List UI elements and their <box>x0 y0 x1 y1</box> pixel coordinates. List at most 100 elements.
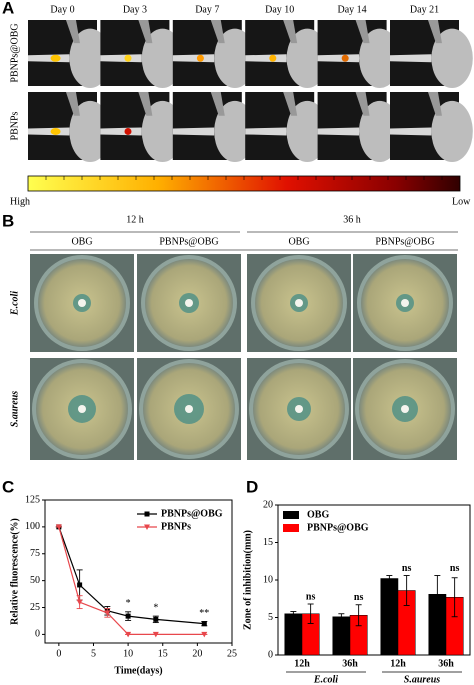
fluorescence-image <box>100 19 184 88</box>
mouse-tail <box>317 54 359 63</box>
fluorescence-spot <box>124 54 132 62</box>
fluorescence-image <box>28 92 111 163</box>
y-axis-label: Relative fluorescence(%) <box>9 518 20 625</box>
column-header: Day 14 <box>338 4 367 15</box>
fluorescence-image <box>390 19 473 88</box>
significance: ns <box>450 563 460 574</box>
mouse-tail <box>172 54 215 63</box>
y-tick-label: 15 <box>263 537 273 548</box>
mouse-tail <box>172 127 215 136</box>
x-tick-label: 0 <box>56 648 61 659</box>
significance: ns <box>306 591 316 602</box>
y-tick-label: 75 <box>30 548 40 559</box>
column-header: PBNPs@OBG <box>159 236 218 247</box>
fluorescence-spot <box>196 54 204 62</box>
significance: * <box>126 598 131 609</box>
fluorescence-image <box>172 92 256 163</box>
panel-label: A <box>2 0 14 17</box>
mouse-paw <box>65 92 80 116</box>
series-line <box>58 526 205 625</box>
fluorescence-image <box>28 19 111 88</box>
fluorescence-image <box>317 19 401 88</box>
mouse-paw <box>427 92 442 116</box>
petri-dish-photo <box>137 254 241 352</box>
marker <box>104 610 111 616</box>
petri-dish-photo <box>353 254 457 352</box>
y-tick-label: 25 <box>30 602 40 613</box>
fluorescence-image <box>245 92 328 163</box>
x-tick-label: 36h <box>438 658 454 669</box>
panel-label: D <box>246 477 258 496</box>
disc <box>401 405 409 413</box>
scale-high: High <box>10 196 30 207</box>
row-label: E.coli <box>9 291 20 316</box>
mouse-tail <box>100 54 142 63</box>
mouse-paw <box>138 92 153 116</box>
x-tick-label: 15 <box>158 648 168 659</box>
y-tick-label: 20 <box>263 499 273 510</box>
mouse-body <box>431 28 473 88</box>
fluorescence-spot <box>269 54 277 62</box>
column-header: Day 10 <box>265 4 294 15</box>
time-header: 12 h <box>126 214 144 225</box>
fluorescence-spot <box>50 54 61 62</box>
mouse-paw <box>355 92 370 116</box>
column-header: Day 3 <box>123 4 147 15</box>
mouse-tail <box>245 54 287 63</box>
mouse-paw <box>65 19 80 44</box>
marker <box>144 511 150 517</box>
fluorescence-image <box>100 92 184 163</box>
marker <box>152 631 159 638</box>
fluorescence-spot <box>341 54 349 62</box>
fluorescence-spot <box>50 127 61 135</box>
mouse-tail <box>100 127 142 136</box>
fluorescence-image <box>390 92 473 163</box>
mouse-tail <box>245 127 287 136</box>
marker <box>201 631 208 638</box>
column-header: Day 7 <box>195 4 219 15</box>
mouse-paw <box>210 19 225 44</box>
legend-swatch <box>283 524 299 532</box>
disc <box>295 405 303 413</box>
petri-dish-photo <box>247 358 351 460</box>
petri-dish-photo <box>247 254 351 352</box>
x-tick-label: 36h <box>342 658 358 669</box>
y-tick-label: 5 <box>268 612 273 623</box>
y-tick-label: 100 <box>25 521 40 532</box>
marker <box>201 621 207 627</box>
group-label: E.coli <box>313 674 338 685</box>
column-header: OBG <box>71 236 92 247</box>
fluorescence-image <box>317 92 401 163</box>
y-tick-label: 125 <box>25 494 40 505</box>
column-header: Day 21 <box>410 4 439 15</box>
column-header: PBNPs@OBG <box>375 236 434 247</box>
x-tick-label: 5 <box>91 648 96 659</box>
disc <box>295 299 303 307</box>
bar <box>284 613 303 656</box>
mouse-tail <box>390 54 432 63</box>
mouse-body <box>431 100 473 163</box>
x-tick-label: 12h <box>390 658 406 669</box>
y-tick-label: 10 <box>263 574 273 585</box>
time-header: 36 h <box>343 214 361 225</box>
x-tick-label: 20 <box>192 648 202 659</box>
mouse-tail <box>390 127 432 136</box>
marker <box>76 599 83 606</box>
group-label: S.aureus <box>404 674 441 685</box>
row-label: PBNPs <box>9 111 20 140</box>
marker <box>125 613 131 619</box>
row-label: PBNPs@OBG <box>9 23 20 82</box>
significance: ** <box>199 608 209 619</box>
x-tick-label: 12h <box>294 658 310 669</box>
fluorescence-image <box>245 19 328 88</box>
legend-label: OBG <box>307 509 329 520</box>
y-axis-label: Zone of inhibition(mm) <box>242 530 253 630</box>
marker <box>55 524 62 530</box>
petri-dish-photo <box>30 358 134 460</box>
significance: ns <box>402 563 412 574</box>
scale-low: Low <box>452 196 471 207</box>
legend-label: PBNPs@OBG <box>161 508 223 519</box>
fluorescence-image <box>172 19 256 88</box>
mouse-paw <box>138 19 153 44</box>
bar <box>332 616 351 656</box>
